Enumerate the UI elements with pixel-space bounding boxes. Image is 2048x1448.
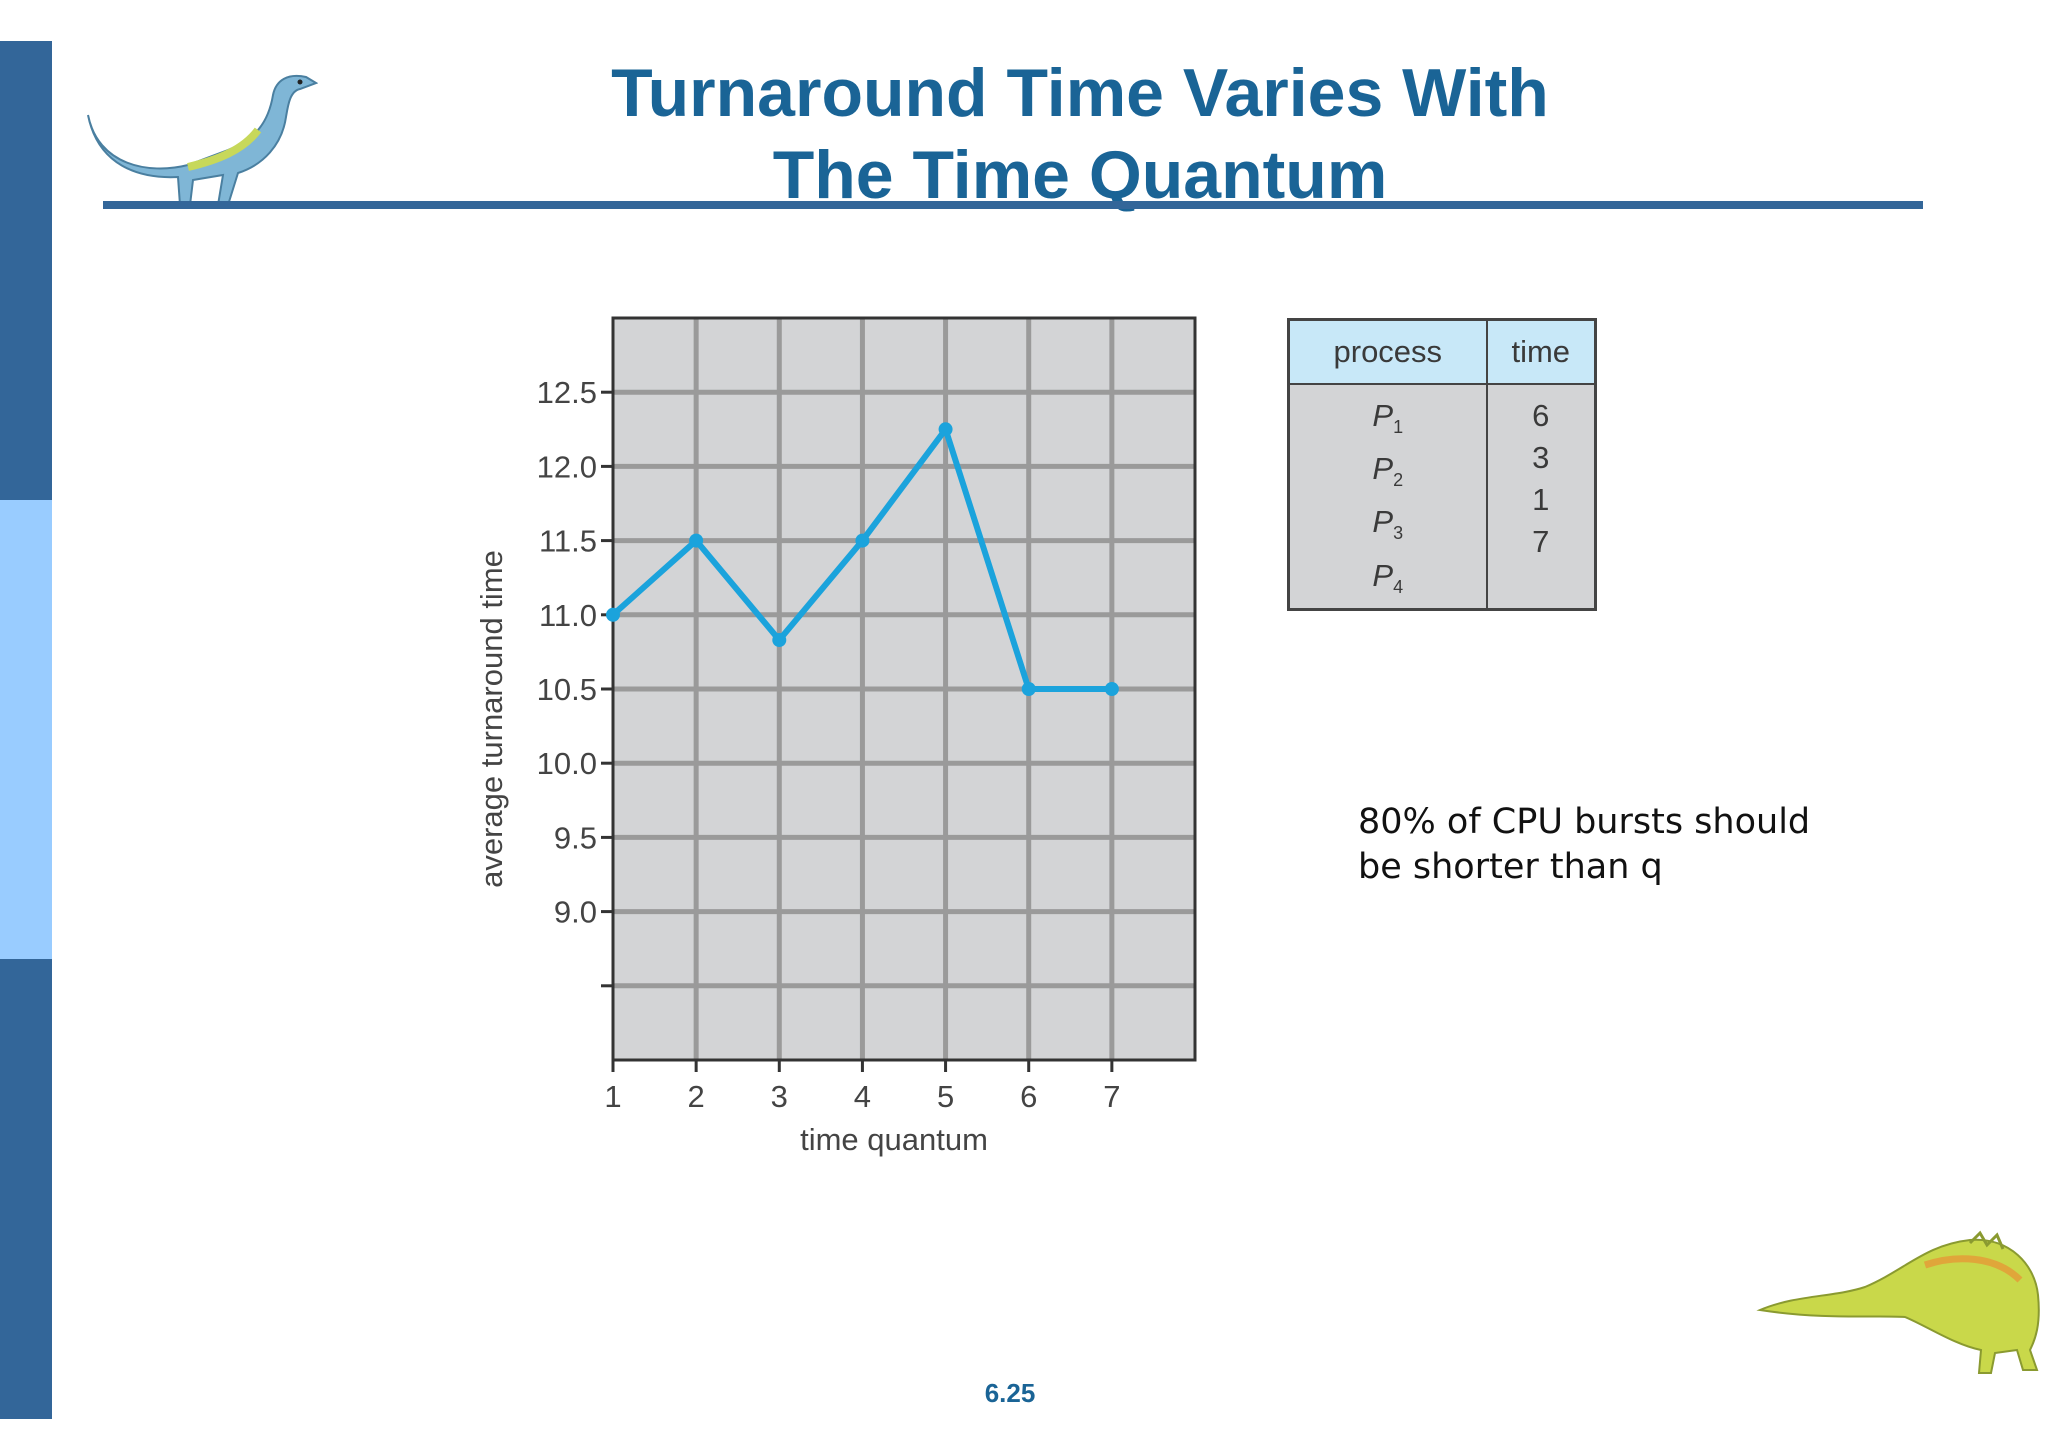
data-point <box>855 533 870 548</box>
note-line-2: be shorter than q <box>1358 847 1663 887</box>
x-tick-label: 5 <box>937 1079 954 1114</box>
process-time: 6 <box>1532 398 1550 433</box>
process-name: P4 <box>1372 557 1404 597</box>
dinosaur-icon <box>87 75 318 205</box>
y-tick-label: 9.5 <box>554 820 597 855</box>
process-name: P2 <box>1372 451 1404 491</box>
data-point <box>689 533 704 548</box>
process-name-column: P1 P2 P3 P4 <box>1287 384 1488 610</box>
process-name: P1 <box>1372 398 1404 438</box>
process-time-column: 6 3 1 7 <box>1485 384 1597 610</box>
y-tick-label: 10.0 <box>537 746 597 781</box>
x-axis-label: time quantum <box>800 1122 988 1157</box>
y-tick-label: 9.0 <box>554 895 597 930</box>
sidebar-segment-bottom <box>0 959 52 1419</box>
y-tick-label: 12.0 <box>537 449 597 484</box>
process-time: 7 <box>1532 524 1550 559</box>
title-divider <box>103 201 1923 209</box>
cpu-burst-note: 80% of CPU bursts should be shorter than… <box>1358 800 1918 890</box>
sidebar-segment-top <box>0 41 52 500</box>
x-tick-label: 3 <box>771 1079 788 1114</box>
y-tick-label: 11.5 <box>539 524 597 559</box>
x-tick-label: 6 <box>1020 1079 1037 1114</box>
y-tick-label: 12.5 <box>537 375 597 410</box>
y-axis-label: average turnaround time <box>474 550 509 888</box>
data-point <box>1104 682 1119 696</box>
title-line-1: Turnaround Time Varies With <box>611 55 1549 131</box>
data-point <box>938 422 953 437</box>
process-name: P3 <box>1372 504 1404 544</box>
page-title: Turnaround Time Varies With The Time Qua… <box>380 52 1780 216</box>
y-tick-label: 10.5 <box>537 672 597 707</box>
table-header-time: time <box>1485 318 1597 385</box>
left-sidebar <box>0 41 52 1419</box>
title-line-2: The Time Quantum <box>772 137 1388 213</box>
x-tick-label: 7 <box>1103 1079 1120 1114</box>
data-point <box>606 607 620 622</box>
dinosaur-icon <box>1756 1230 2040 1374</box>
data-point <box>1021 682 1036 696</box>
process-table: process time P1 P2 P3 P4 6 3 1 7 <box>1287 318 1597 611</box>
x-tick-label: 2 <box>688 1079 705 1114</box>
process-time: 3 <box>1532 440 1550 475</box>
table-header-process: process <box>1287 318 1488 385</box>
page-number: 6.25 <box>984 1378 1036 1408</box>
data-point <box>772 633 787 648</box>
note-line-1: 80% of CPU bursts should <box>1358 802 1811 842</box>
x-tick-label: 4 <box>854 1079 871 1114</box>
y-tick-label: 11.0 <box>539 598 597 633</box>
process-time: 1 <box>1532 482 1550 517</box>
x-tick-label: 1 <box>604 1079 621 1114</box>
sidebar-segment-middle <box>0 500 52 959</box>
